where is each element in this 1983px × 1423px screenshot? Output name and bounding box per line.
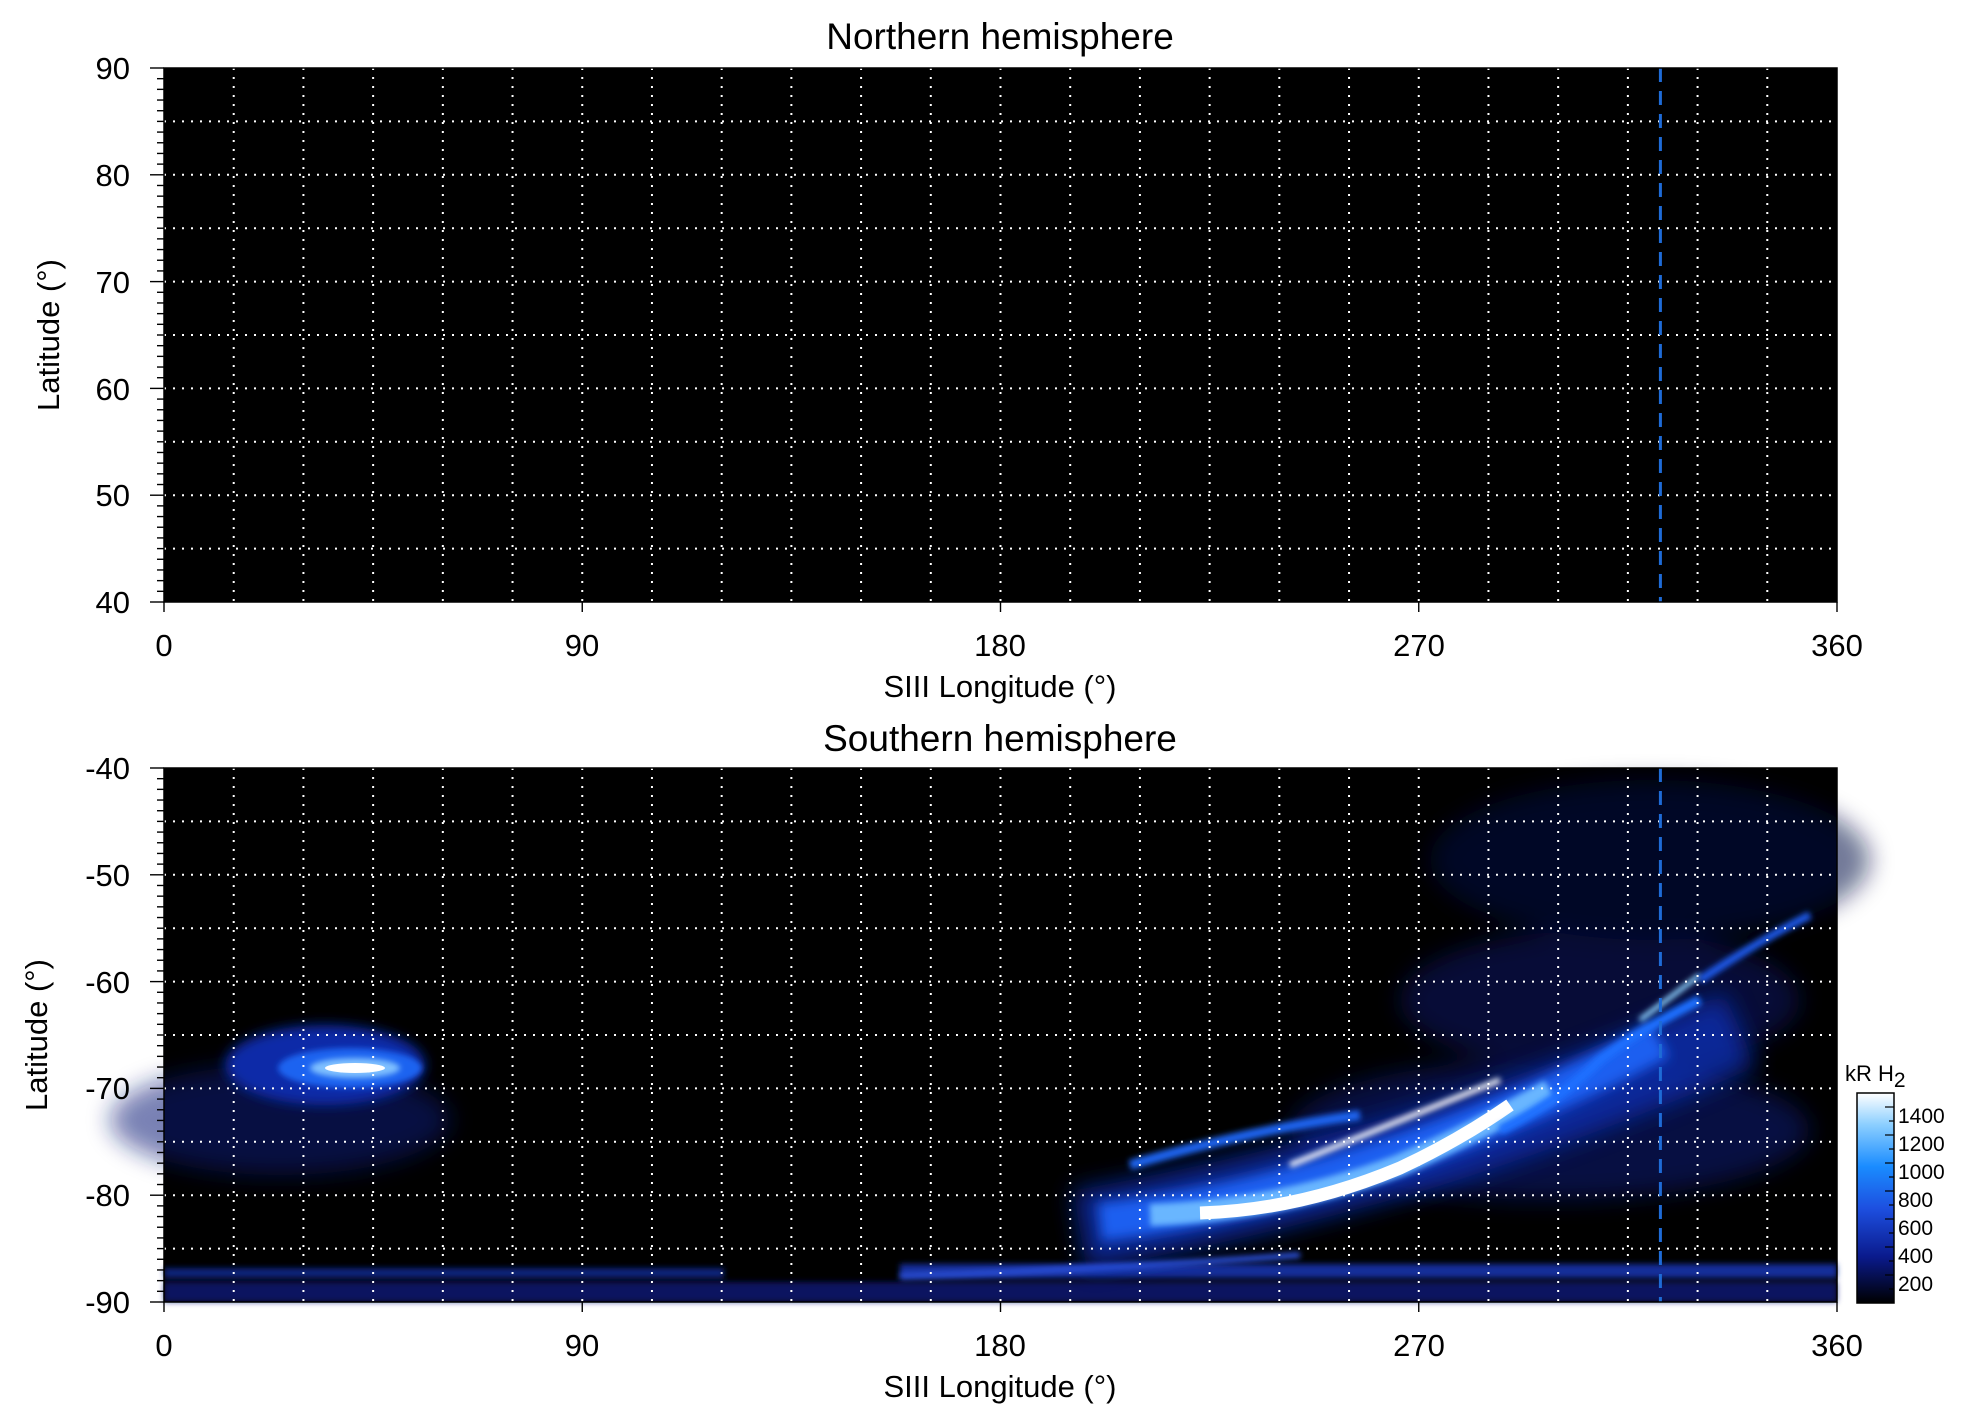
x-tick-label: 90 xyxy=(565,1328,599,1363)
y-tick-label: 40 xyxy=(96,585,130,620)
x-tick-label: 90 xyxy=(565,628,599,663)
colorbar-tick-labels: 200 400 600 800 1000 1200 1400 xyxy=(1898,1105,1945,1296)
x-tick-label: 270 xyxy=(1393,1328,1445,1363)
y-tick-label: 60 xyxy=(96,372,130,407)
x-tick-label: 0 xyxy=(155,1328,172,1363)
northern-y-tick-labels: 40 50 60 70 80 90 xyxy=(96,51,130,620)
southern-panel: Southern hemisphere xyxy=(19,718,1870,1404)
southern-x-axis-label: SIII Longitude (°) xyxy=(884,1369,1117,1404)
y-tick-label: -50 xyxy=(85,858,130,893)
northern-y-minor-ticks xyxy=(150,67,1838,612)
colorbar-tick-label: 1400 xyxy=(1898,1105,1945,1128)
colorbar-tick-label: 800 xyxy=(1898,1189,1933,1212)
x-tick-label: 0 xyxy=(155,628,172,663)
x-tick-label: 180 xyxy=(974,1328,1026,1363)
northern-title: Northern hemisphere xyxy=(826,16,1174,57)
colorbar-tick-label: 400 xyxy=(1898,1245,1933,1268)
northern-x-axis-label: SIII Longitude (°) xyxy=(884,669,1117,704)
colorbar-tick-label: 1000 xyxy=(1898,1161,1945,1184)
colorbar-tick-label: 200 xyxy=(1898,1273,1933,1296)
colorbar-tick-label: 600 xyxy=(1898,1217,1933,1240)
southern-x-tick-labels: 0 90 180 270 360 xyxy=(155,1328,1862,1363)
colorbar-tick-label: 1200 xyxy=(1898,1133,1945,1156)
northern-panel: Northern hemisphere 40 50 60 70 80 90 0 … xyxy=(31,16,1863,704)
y-tick-label: 70 xyxy=(96,265,130,300)
y-tick-label: -40 xyxy=(85,751,130,786)
colorbar-label-subscript: 2 xyxy=(1894,1069,1906,1092)
colorbar-ticks xyxy=(1885,1106,1894,1290)
southern-y-minor-ticks xyxy=(150,767,1838,1312)
x-tick-label: 270 xyxy=(1393,628,1445,663)
y-tick-label: -90 xyxy=(85,1285,130,1320)
southern-title: Southern hemisphere xyxy=(823,718,1177,759)
y-tick-label: -70 xyxy=(85,1071,130,1106)
y-tick-label: 80 xyxy=(96,158,130,193)
x-tick-label: 180 xyxy=(974,628,1026,663)
southern-y-tick-labels: -40 -50 -60 -70 -80 -90 xyxy=(85,751,130,1320)
colorbar: kR H2 200 400 600 800 1000 1200 1400 xyxy=(1845,1061,1945,1304)
colorbar-label: kR H2 xyxy=(1845,1061,1906,1092)
y-tick-label: -60 xyxy=(85,965,130,1000)
colorbar-label-main: kR H xyxy=(1845,1061,1894,1086)
y-tick-label: 90 xyxy=(96,51,130,86)
northern-x-tick-labels: 0 90 180 270 360 xyxy=(155,628,1862,663)
y-tick-label: 50 xyxy=(96,478,130,513)
southern-y-axis-label: Latitude (°) xyxy=(19,959,54,1111)
y-tick-label: -80 xyxy=(85,1178,130,1213)
southern-emission xyxy=(110,780,1870,1302)
northern-plot-area xyxy=(164,68,1837,602)
colorbar-gradient xyxy=(1856,1092,1895,1304)
x-tick-label: 360 xyxy=(1811,628,1863,663)
x-tick-label: 360 xyxy=(1811,1328,1863,1363)
northern-y-axis-label: Latitude (°) xyxy=(31,259,66,411)
